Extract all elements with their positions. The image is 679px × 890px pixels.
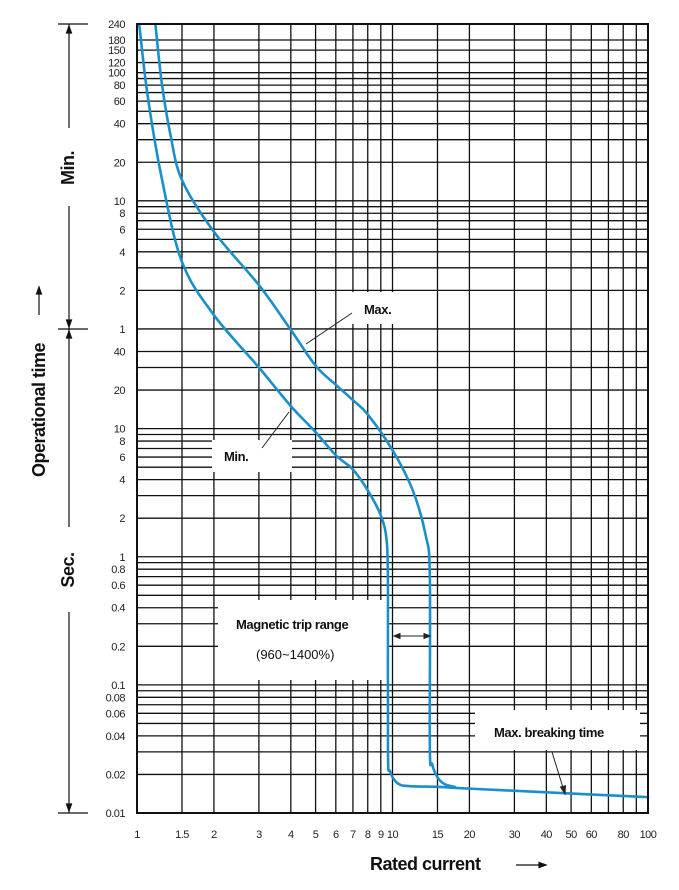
y-tick-label-seconds: 0.01: [106, 808, 126, 820]
x-tick-label: 15: [432, 829, 444, 841]
x-tick-label: 4: [288, 829, 294, 841]
min-curve-label: Min.: [224, 449, 248, 464]
y-tick-label-minutes: 4: [119, 247, 125, 259]
magnetic-trip-range-label: Magnetic trip range: [236, 617, 348, 632]
y-tick-label-minutes: 240: [108, 19, 125, 31]
y-tick-label-minutes: 1: [119, 324, 125, 336]
x-tick-label: 30: [509, 829, 521, 841]
plot-frame: [136, 23, 649, 814]
y-tick-label-seconds: 0.1: [111, 680, 125, 692]
x-tick-label: 6: [333, 829, 339, 841]
x-tick-label: 80: [618, 829, 630, 841]
curves: [137, 22, 650, 799]
y-tick-label-seconds: 20: [114, 385, 126, 397]
x-axis-title: Rated current: [370, 854, 481, 874]
y-tick-label-minutes: 100: [108, 68, 125, 80]
y-tick-label-seconds: 1: [119, 552, 125, 564]
y-tick-label-minutes: 10: [114, 196, 126, 208]
y-tick-label-seconds: 10: [114, 424, 126, 436]
max-breaking-arrow: [551, 751, 567, 796]
y-tick-label-seconds: 0.2: [111, 641, 125, 653]
y-tick-label-seconds: 6: [119, 452, 125, 464]
x-tick-label: 5: [313, 829, 319, 841]
y-tick-labels: 2401801501201008060402010864214020108642…: [106, 19, 126, 820]
y-tick-label-minutes: 60: [114, 96, 126, 108]
y-tick-label-seconds: 0.04: [106, 731, 126, 743]
y-tick-label-minutes: 180: [108, 35, 125, 47]
x-tick-label: 20: [464, 829, 476, 841]
magnetic-trip-box: [218, 600, 388, 680]
y-tick-label-seconds: 0.08: [106, 692, 126, 704]
y-tick-label-minutes: 80: [114, 80, 126, 92]
x-tick-label: 9: [378, 829, 384, 841]
grid: [137, 24, 648, 813]
y-tick-label-seconds: 0.8: [111, 564, 125, 576]
x-axis-title-arrow: [516, 861, 548, 869]
x-tick-label: 50: [565, 829, 577, 841]
y-tick-label-minutes: 20: [114, 157, 126, 169]
magnetic-trip-percent-label: (960~1400%): [256, 647, 334, 662]
y-axis-range-markers: [58, 23, 88, 814]
max-curve-label: Max.: [364, 302, 391, 317]
y-tick-label-minutes: 6: [119, 224, 125, 236]
y-tick-label-seconds: 0.4: [111, 603, 125, 615]
x-tick-label: 100: [640, 829, 657, 841]
seconds-axis-label: Sec.: [58, 552, 78, 587]
magnetic-range-arrow: [392, 632, 432, 640]
y-tick-label-minutes: 8: [119, 208, 125, 220]
y-tick-label-seconds: 40: [114, 347, 126, 359]
x-tick-label: 8: [365, 829, 371, 841]
y-tick-label-seconds: 4: [119, 475, 125, 487]
curve-max-series: [154, 22, 456, 789]
x-tick-label: 7: [350, 829, 356, 841]
y-tick-label-seconds: 0.6: [111, 580, 125, 592]
x-tick-label: 10: [387, 829, 399, 841]
y-tick-label-minutes: 40: [114, 119, 126, 131]
curve-min-series: [137, 22, 650, 799]
y-tick-label-minutes: 120: [108, 58, 125, 70]
x-tick-labels: 1 1.5 2 3 4 5 6 7 8 9 10 15 20 30 40 50 60 80 100: [134, 829, 657, 841]
y-tick-label-minutes: 2: [119, 285, 125, 297]
max-breaking-box: [475, 710, 640, 750]
x-tick-label: 40: [541, 829, 553, 841]
max-breaking-time-label: Max. breaking time: [494, 725, 604, 740]
y-tick-label-seconds: 8: [119, 436, 125, 448]
y-axis-title-arrow: [35, 285, 43, 315]
x-tick-label: 3: [256, 829, 262, 841]
y-tick-label-seconds: 0.06: [106, 708, 126, 720]
y-axis-title: Operational time: [29, 342, 49, 477]
x-tick-label: 2: [211, 829, 217, 841]
y-tick-label-minutes: 150: [108, 45, 125, 57]
min-leader-line: [261, 411, 290, 449]
max-label-box: [350, 292, 412, 324]
y-tick-label-seconds: 0.02: [106, 769, 126, 781]
x-tick-label: 1.5: [175, 829, 189, 841]
y-tick-label-seconds: 2: [119, 513, 125, 525]
minutes-axis-label: Min.: [58, 151, 78, 185]
max-leader-line: [305, 312, 353, 345]
x-tick-label: 1: [134, 829, 140, 841]
min-label-box: [212, 440, 292, 472]
x-tick-label: 60: [586, 829, 598, 841]
